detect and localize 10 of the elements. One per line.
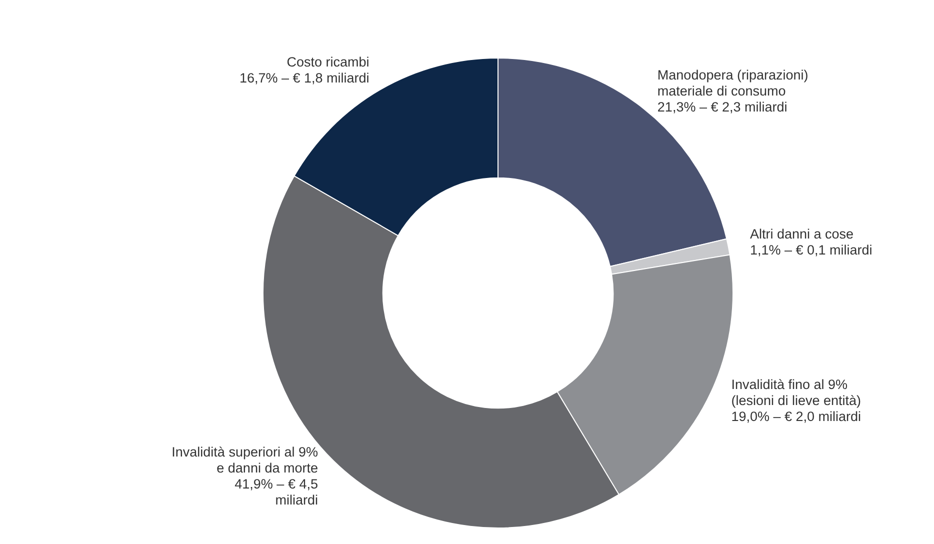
data-label: 41,9% – € 4,5 miliardi — [234, 476, 318, 507]
data-label: 21,3% – € 2,3 miliardi — [657, 98, 788, 114]
data-label: 16,7% – € 1,8 miliardi — [239, 70, 370, 86]
slice-label: Altri danni a cose — [750, 226, 854, 242]
slice-label: Manodopera (riparazioni) materiale di consumo — [657, 66, 808, 98]
data-label: 1,1% – € 0,1 miliardi — [750, 242, 872, 258]
data-label: 19,0% – € 2,0 miliardi — [731, 408, 862, 424]
slice-label: Costo ricambi — [286, 54, 370, 70]
slice-label: Invalidità superiori al 9% e danni da morte — [172, 444, 318, 475]
slice-label: Invalidità fino al 9% (lesioni di lieve entità) — [731, 376, 862, 408]
